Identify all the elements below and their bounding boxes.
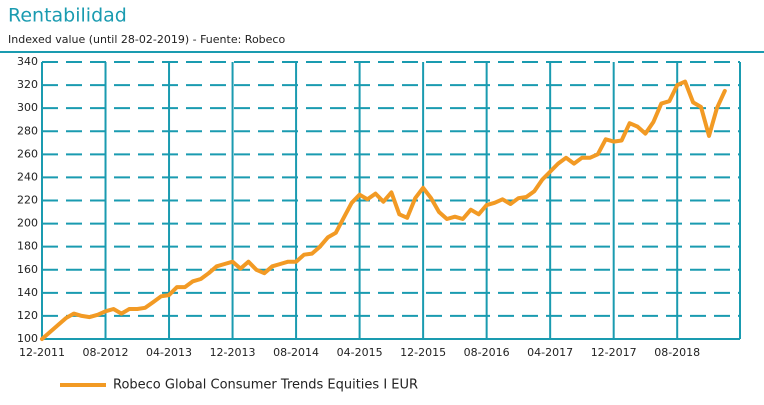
y-tick-label: 200 (17, 217, 38, 230)
x-tick-label: 04-2013 (146, 346, 192, 359)
x-tick-label: 12-2015 (400, 346, 446, 359)
y-tick-label: 160 (17, 263, 38, 276)
x-tick-label: 12-2013 (210, 346, 256, 359)
legend-label: Robeco Global Consumer Trends Equities I… (113, 378, 418, 393)
x-tick-label: 04-2015 (337, 346, 383, 359)
x-tick-label: 08-2012 (83, 346, 129, 359)
x-tick-label: 12-2011 (19, 346, 65, 359)
y-tick-label: 340 (17, 55, 38, 68)
y-tick-label: 140 (17, 286, 38, 299)
chart-subtitle: Indexed value (until 28-02-2019) - Fuent… (8, 33, 285, 46)
y-tick-label: 100 (17, 332, 38, 345)
x-tick-label: 08-2016 (464, 346, 510, 359)
y-tick-label: 320 (17, 78, 38, 91)
x-tick-label: 08-2018 (654, 346, 700, 359)
series-line (40, 79, 727, 341)
y-tick-label: 280 (17, 124, 38, 137)
x-tick-label: 04-2017 (527, 346, 573, 359)
y-tick-label: 180 (17, 240, 38, 253)
chart-title: Rentabilidad (8, 5, 127, 27)
x-tick-label: 08-2014 (273, 346, 319, 359)
y-tick-label: 240 (17, 170, 38, 183)
y-tick-label: 300 (17, 101, 38, 114)
y-tick-label: 260 (17, 147, 38, 160)
x-tick-label: 12-2017 (591, 346, 637, 359)
y-tick-label: 120 (17, 309, 38, 322)
y-tick-label: 220 (17, 194, 38, 207)
